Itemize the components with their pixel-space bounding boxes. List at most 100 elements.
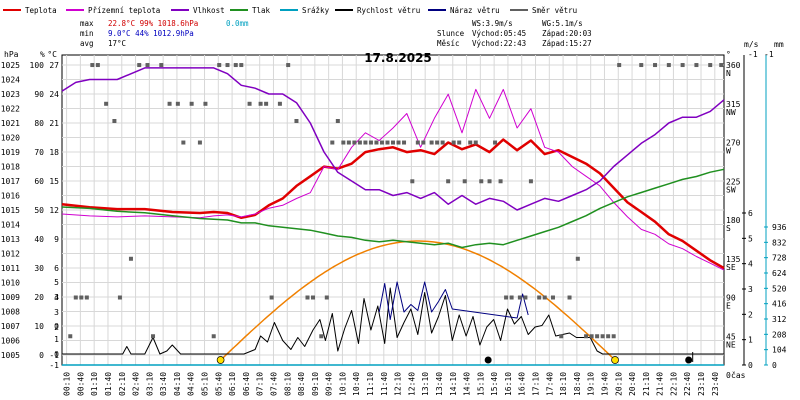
wind-direction-point [653,63,658,68]
dir-name-label: NW [726,108,736,117]
degc-tick-label: 9 [54,235,59,244]
wind-direction-point [368,140,373,145]
wind-direction-point [189,101,194,106]
dir-tick-label: 225 [726,177,741,186]
x-tick-label: 00:10 [63,372,72,396]
wind-direction-point [575,256,580,261]
wind-direction-point [319,334,324,339]
legend-label: Náraz větru [450,6,500,15]
x-tick-label: 02:40 [132,372,141,396]
x-tick-label: 20:40 [628,372,637,396]
x-tick-label: 23:40 [711,372,720,396]
pct-tick-label: 100 [30,61,45,70]
wind-direction-point [269,295,274,300]
dir-name-label: N [726,69,731,78]
x-tick-label: 22:40 [683,372,692,396]
wind-direction-point [95,63,100,68]
wind-left-tick-label: 0 [54,350,59,359]
x-tick-label: 07:10 [256,372,265,396]
hpa-tick-label: 1015 [1,206,20,215]
wind-direction-point [335,119,340,124]
hpa-tick-label: 1011 [1,264,20,273]
x-tick-label: 19:40 [600,372,609,396]
wind-left-tick-label: 3 [54,308,59,317]
left-axes: 1025102410231022102110201019101810171016… [1,61,59,370]
info-wg: WG:5.1m/s [542,19,583,28]
x-tick-label: 22:10 [669,372,678,396]
wind-direction-point [159,63,164,68]
ms-top-label: -1 [748,50,758,59]
hpa-tick-label: 1009 [1,293,20,302]
dir-tick-label: 360 [726,61,741,70]
pct-tick-label: 80 [34,119,44,128]
hpa-tick-label: 1005 [1,351,20,360]
mm-tick-label: 104 [772,346,787,355]
x-tick-label: 10:40 [352,372,361,396]
wind-direction-point [217,63,222,68]
info-moon-rise: Východ:22:43 [472,39,526,48]
sun-curve [220,240,616,361]
hpa-tick-label: 1019 [1,148,20,157]
ms-tick-label: 1 [748,336,753,345]
stats-min-values: 9.0°C 44% 1012.9hPa [108,29,194,38]
x-tick-label: 15:10 [476,372,485,396]
info-sun-rise: Východ:05:45 [472,29,526,38]
degc-tick-label: 3 [54,293,59,302]
legend-label: Teplota [25,6,57,15]
wind-left-tick-label: 1 [54,335,59,344]
x-tick-label: 10:10 [338,372,347,396]
legend: Teplota Přízemní teplota Vlhkost Tlak Srážky… [3,6,577,15]
wind-direction-point [151,334,156,339]
wind-direction-point [357,140,362,145]
series-teplota [61,138,725,270]
x-tick-label: 14:40 [463,372,472,396]
wind-direction-point [286,63,291,68]
x-tick-label: 14:10 [449,372,458,396]
ms-tick-label: 0 [748,361,753,370]
series-rychlost-vetru [62,287,724,355]
wind-direction-point [128,256,133,261]
dir-name-label: NE [726,340,736,349]
mm-tick-label: 208 [772,330,787,339]
x-tick-label: 18:40 [573,372,582,396]
x-unit-label: čas [731,370,746,380]
x-tick-label: 07:40 [269,372,278,396]
wind-direction-point [233,63,238,68]
chart-title: 17.8.2025 [364,51,432,65]
wind-direction-point [137,63,142,68]
wind-direction-point [473,140,478,145]
x-tick-label: 09:10 [311,372,320,396]
wind-direction-point [479,179,484,184]
hpa-tick-label: 1016 [1,192,20,201]
pct-tick-label: 0 [39,351,44,360]
info-block: WS:3.9m/s WG:5.1m/s Slunce Východ:05:45 … [437,19,592,48]
info-sun-set: Západ:20:03 [542,29,592,38]
moonset-marker [484,356,492,364]
wind-direction-point [247,101,252,106]
wind-direction-point [639,63,644,68]
x-tick-label: 06:40 [242,372,251,396]
stats-min-label: min [80,29,94,38]
x-tick-label: 11:10 [366,372,375,396]
wind-direction-point [528,179,533,184]
series-tlak [61,168,725,249]
x-tick-label: 21:10 [642,372,651,396]
wind-direction-point [402,140,407,145]
wind-direction-point [145,63,150,68]
wind-direction-point [584,334,589,339]
x-tick-label: 08:40 [297,372,306,396]
x-tick-label: 02:10 [118,372,127,396]
stats-max-rain: 0.0mm [226,19,249,28]
x-tick-label: 11:40 [380,372,389,396]
wind-direction-point [537,295,542,300]
info-sun-label: Slunce [437,29,465,38]
mm-tick-label: 520 [772,284,787,293]
pct-tick-label: 40 [34,235,44,244]
moonrise-marker [685,356,693,364]
wind-direction-point [694,63,699,68]
mm-tick-label: 936 [772,223,787,232]
legend-label: Přízemní teplota [88,6,160,15]
x-tick-label: 05:10 [201,372,210,396]
wind-direction-point [117,295,122,300]
